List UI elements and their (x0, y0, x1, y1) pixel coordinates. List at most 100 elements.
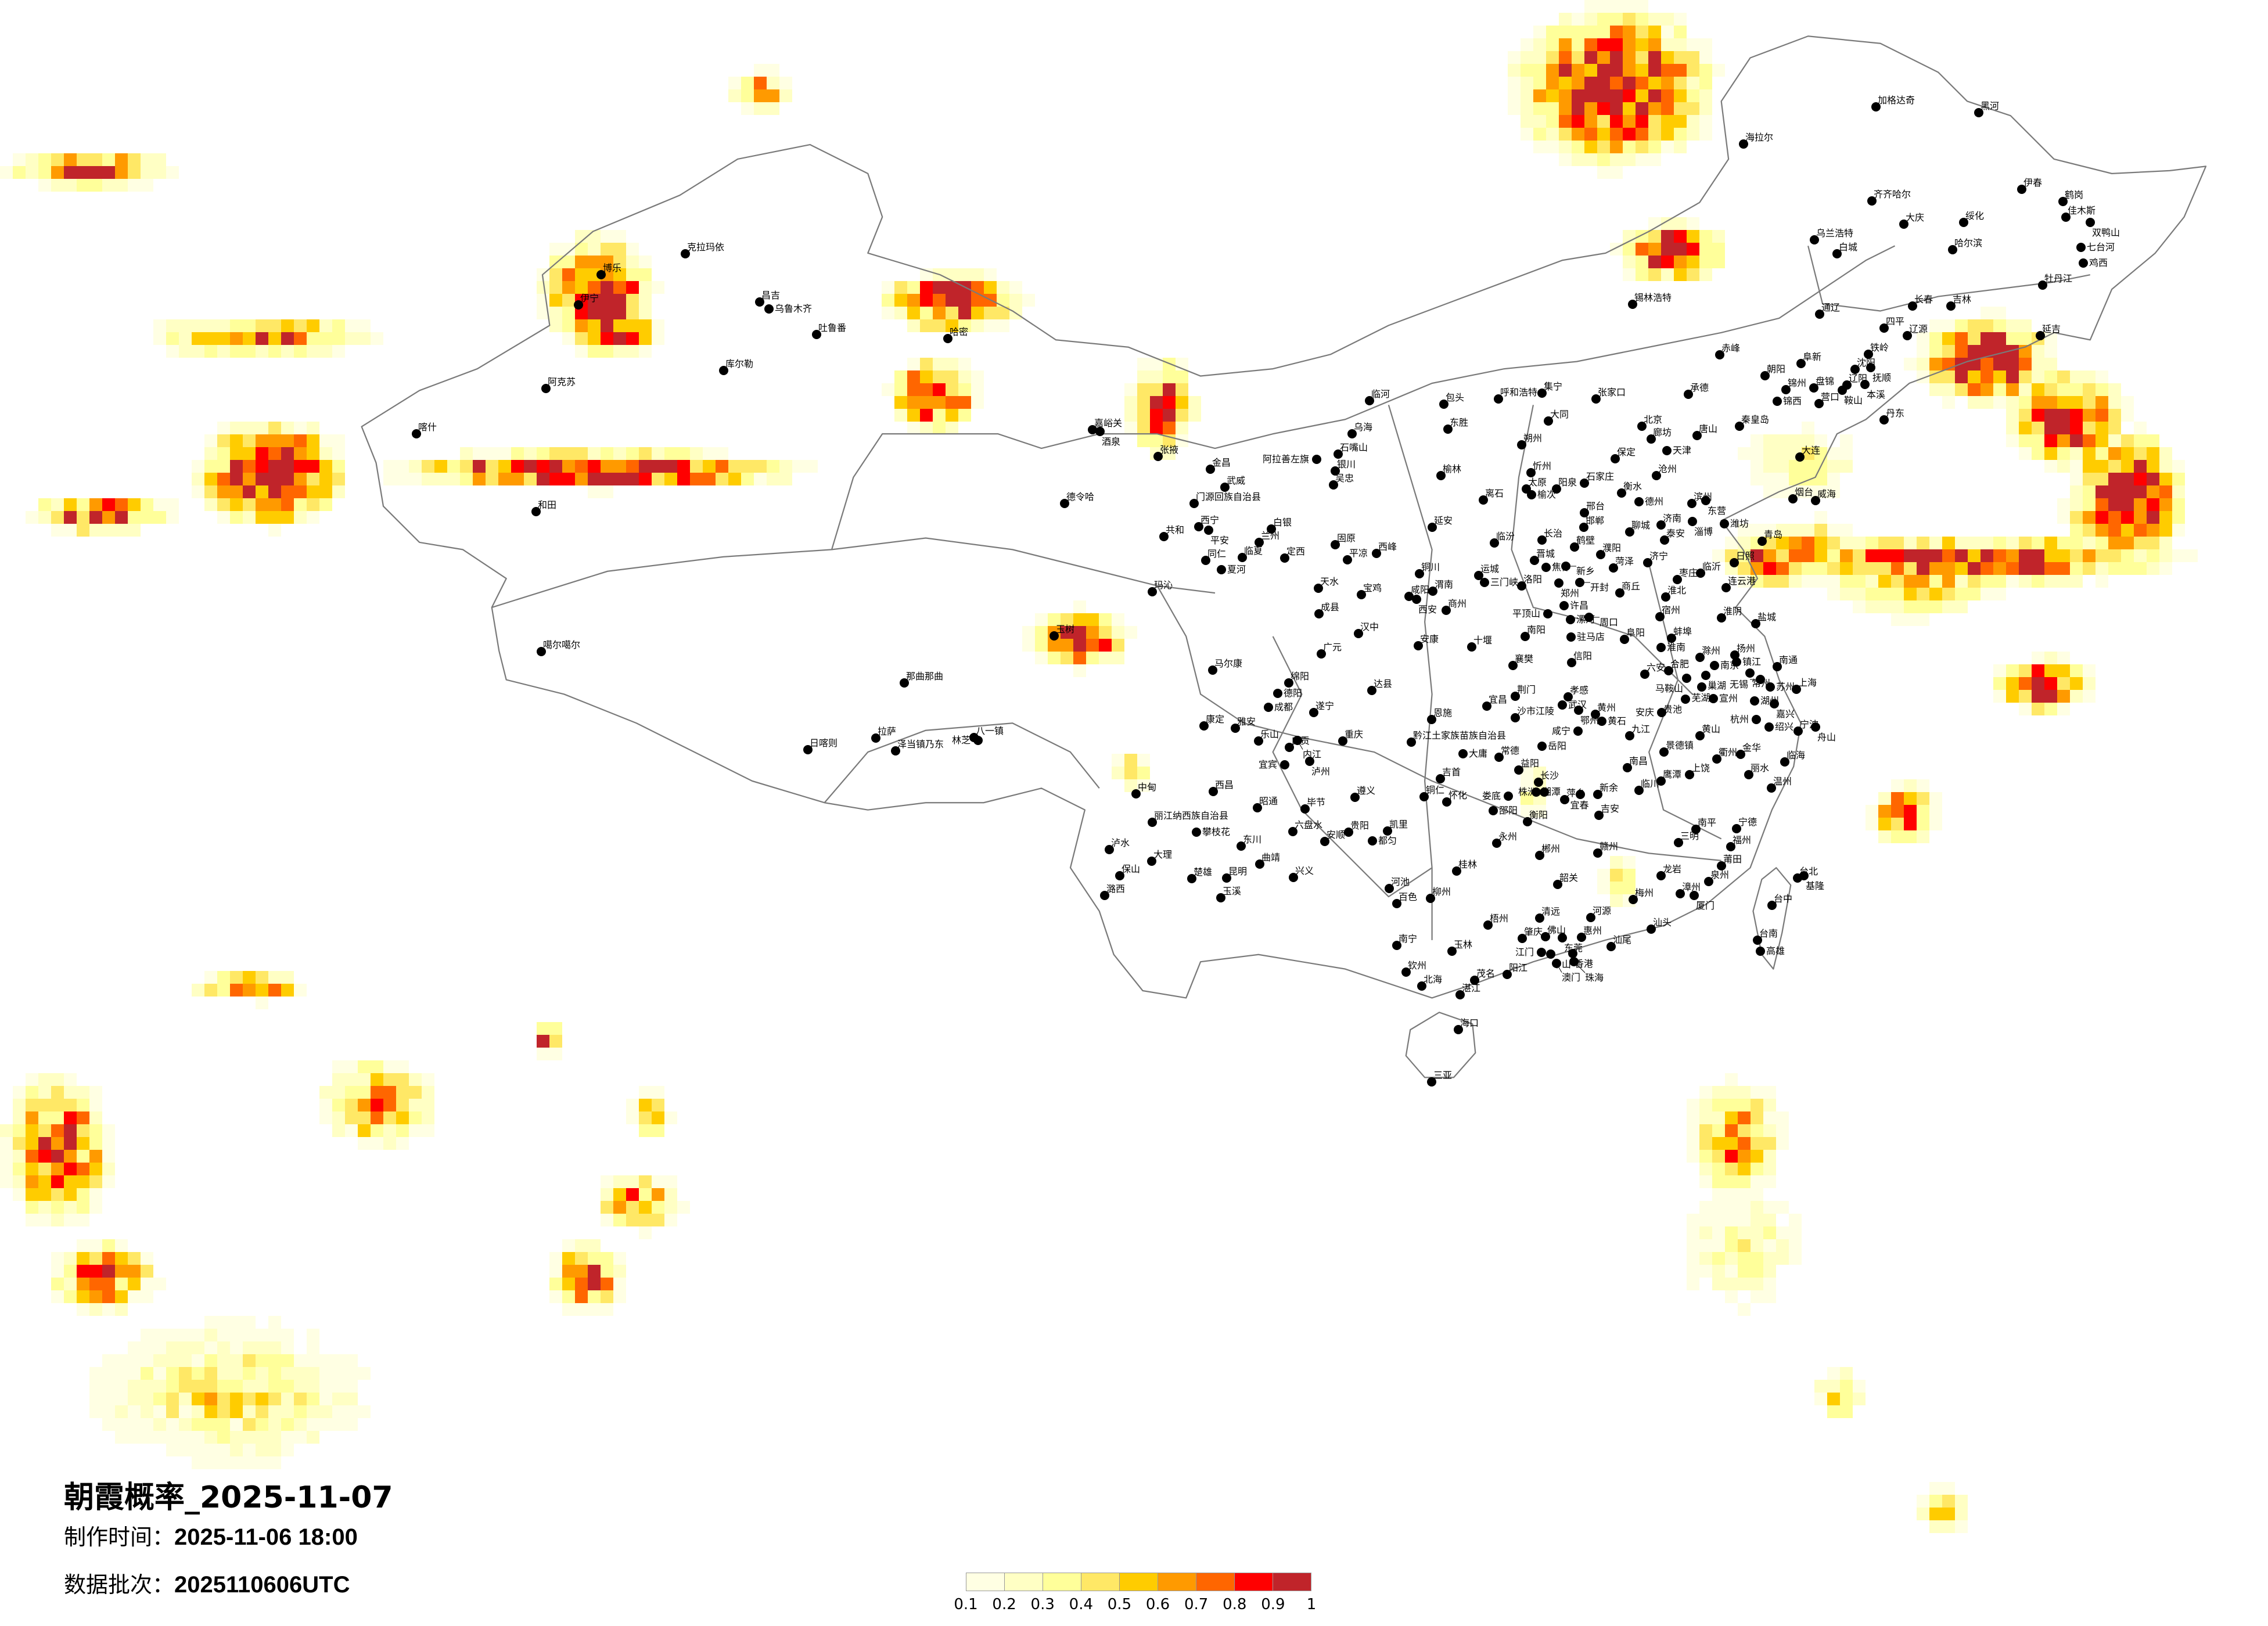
probability-cell (1738, 1111, 1751, 1124)
probability-cell (1712, 1188, 1725, 1201)
probability-cell (1968, 575, 1981, 588)
probability-cell (1712, 1124, 1725, 1137)
probability-cell (1751, 524, 1763, 537)
probability-cell (1597, 13, 1610, 26)
probability-cell (141, 166, 153, 179)
city-dot (1280, 760, 1289, 769)
probability-cell (64, 153, 77, 166)
city-label: 衡阳 (1529, 810, 1548, 821)
city-label: 嘉峪关 (1094, 418, 1122, 429)
probability-cell (319, 460, 332, 473)
probability-cell (217, 1316, 230, 1329)
city-label: 玉树 (1056, 624, 1074, 635)
city-dot (1537, 388, 1547, 398)
city-dot (1285, 743, 1294, 752)
city-label: 大庸 (1469, 748, 1487, 759)
probability-cell (613, 473, 626, 485)
probability-cell (153, 498, 166, 511)
probability-cell (319, 1380, 332, 1393)
city-dot (1470, 976, 1479, 985)
city-label: 宜春 (1570, 800, 1589, 811)
city-dot (1309, 708, 1318, 717)
probability-cell (1699, 268, 1712, 281)
city-label: 郑州 (1561, 588, 1579, 599)
probability-cell (1597, 869, 1610, 882)
city-dot (1442, 797, 1451, 807)
probability-cell (13, 1175, 26, 1188)
city-label: 苏州 (1776, 681, 1795, 692)
city-dot (1577, 933, 1586, 942)
city-label: 信阳 (1573, 650, 1592, 661)
probability-cell (2159, 498, 2172, 511)
probability-cell (1751, 1214, 1763, 1226)
probability-cell (319, 345, 332, 358)
probability-cell (2121, 511, 2134, 524)
probability-cell (1648, 64, 1661, 77)
city-label: 开封 (1590, 582, 1609, 593)
city-label: 保定 (1617, 447, 1636, 458)
probability-cell (1572, 102, 1584, 115)
city-label: 海口 (1460, 1017, 1479, 1028)
probability-cell (601, 1214, 613, 1226)
probability-cell (217, 319, 230, 332)
probability-cell (38, 1086, 51, 1099)
probability-cell (2070, 409, 2083, 422)
probability-cell (2032, 537, 2044, 549)
probability-cell (141, 1367, 153, 1380)
probability-cell (1636, 102, 1648, 115)
probability-cell (2032, 562, 2044, 575)
city-label: 淮北 (1667, 585, 1686, 596)
probability-cell (575, 345, 588, 358)
probability-cell (652, 1201, 664, 1214)
city-label: 加格达奇 (1878, 95, 1915, 106)
probability-cell (792, 460, 805, 473)
probability-cell (588, 447, 601, 460)
probability-cell (256, 1329, 268, 1341)
probability-cell (294, 319, 307, 332)
probability-cell (1942, 396, 1955, 409)
probability-cell (1725, 1239, 1738, 1252)
city-dot (1153, 452, 1163, 461)
probability-cell (1763, 1099, 1776, 1111)
probability-cell (332, 485, 345, 498)
probability-cell (2096, 537, 2108, 549)
city-dot (1187, 874, 1196, 883)
city-dot (1365, 396, 1374, 405)
probability-cell (1981, 345, 1993, 358)
probability-cell (345, 332, 358, 345)
probability-cell (230, 1329, 243, 1341)
probability-cell (307, 1431, 319, 1444)
probability-cell (204, 473, 217, 485)
probability-cell (549, 1048, 562, 1060)
city-dot (764, 304, 774, 314)
probability-cell (1712, 1137, 1725, 1150)
city-label: 包头 (1446, 392, 1464, 403)
probability-cell (1738, 447, 1751, 460)
probability-cell (1521, 779, 1533, 792)
probability-cell (2032, 358, 2044, 370)
city-dot (1452, 866, 1461, 876)
probability-cell (1955, 1520, 1968, 1533)
city-dot (1770, 699, 1779, 708)
probability-cell (1674, 89, 1687, 102)
city-dot (1428, 587, 1437, 596)
probability-cell (1955, 600, 1968, 613)
city-label: 本溪 (1867, 389, 1885, 400)
probability-cell (549, 281, 562, 294)
probability-cell (64, 1111, 77, 1124)
probability-cell (1814, 447, 1827, 460)
probability-cell (562, 1303, 575, 1316)
probability-cell (498, 447, 511, 460)
probability-cell (1112, 767, 1124, 779)
probability-cell (256, 422, 268, 434)
probability-cell (1917, 779, 1929, 792)
probability-cell (319, 1393, 332, 1405)
city-label: 河池 (1391, 876, 1410, 887)
city-dot (755, 297, 764, 307)
probability-cell (997, 281, 1009, 294)
probability-cell (1776, 1239, 1789, 1252)
probability-cell (64, 1099, 77, 1111)
probability-cell (524, 460, 537, 473)
probability-cell (268, 1367, 281, 1380)
probability-cell (294, 1431, 307, 1444)
